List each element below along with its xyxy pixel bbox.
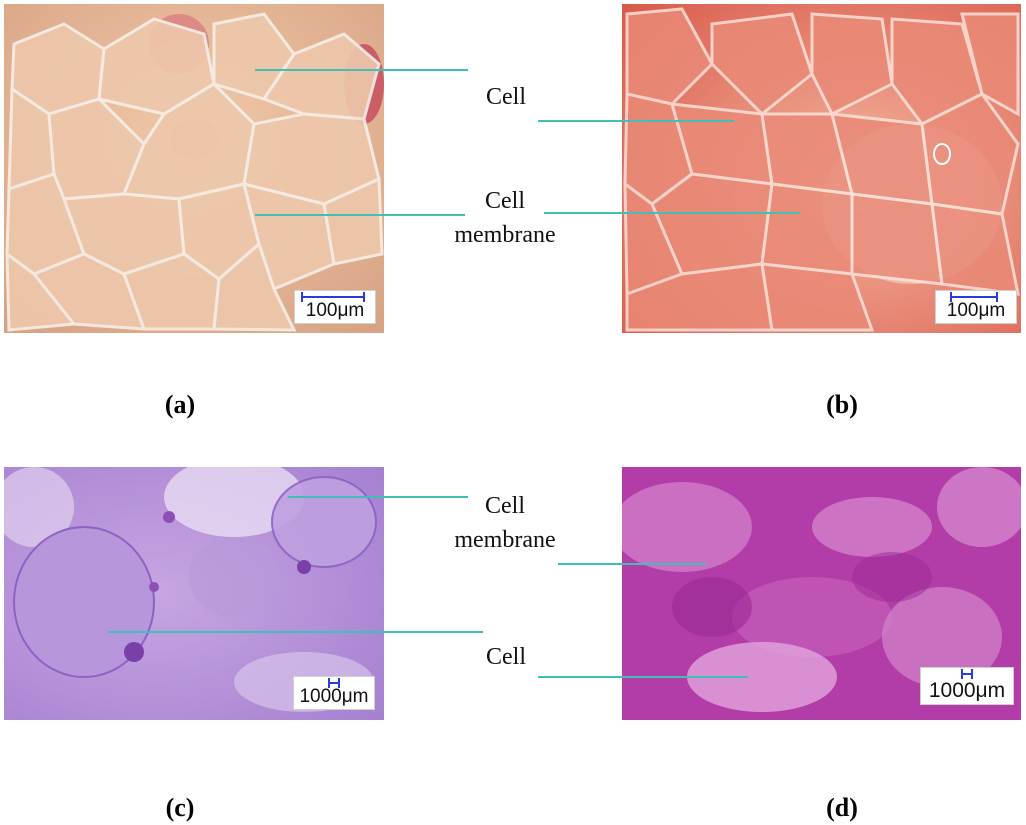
leader-line — [544, 212, 800, 214]
leader-line — [538, 676, 748, 678]
micrograph-a — [4, 4, 384, 333]
caption-c: (c) — [165, 793, 195, 822]
caption-a: (a) — [164, 390, 196, 419]
leader-line — [255, 69, 468, 71]
scale-bar-c: 1000μm — [293, 676, 375, 710]
annotation-line-1: Cell — [485, 188, 525, 214]
scale-label: 100μm — [946, 300, 1006, 321]
annotation-line-1: Cell — [485, 493, 525, 519]
scale-bar-line — [950, 292, 998, 302]
caption-d: (d) — [826, 793, 858, 822]
scale-label: 100μm — [305, 300, 365, 321]
scale-label: 1000μm — [928, 679, 1006, 702]
scale-bar-line — [328, 678, 340, 688]
annotation-line-2: membrane — [454, 222, 556, 248]
micrograph-b — [622, 4, 1021, 333]
leader-line — [538, 120, 734, 122]
annotation-cell-top: Cell — [486, 84, 526, 110]
caption-b: (b) — [826, 390, 858, 419]
scale-bar-line — [961, 669, 973, 679]
leader-line — [255, 214, 465, 216]
scale-bar-a: 100μm — [294, 290, 376, 324]
annotation-cell-bottom: Cell — [486, 644, 526, 670]
leader-line — [288, 496, 468, 498]
annotation-cell-membrane-top: Cell membrane — [420, 184, 590, 252]
scale-bar-line — [301, 292, 365, 302]
micrograph-c — [4, 467, 384, 720]
scale-bar-d: 1000μm — [920, 667, 1014, 705]
leader-line — [558, 563, 706, 565]
leader-line — [108, 631, 483, 633]
annotation-line-2: membrane — [454, 527, 556, 553]
annotation-cell-membrane-bottom: Cell membrane — [420, 489, 590, 557]
scale-label: 1000μm — [299, 686, 369, 707]
scale-bar-b: 100μm — [935, 290, 1017, 324]
